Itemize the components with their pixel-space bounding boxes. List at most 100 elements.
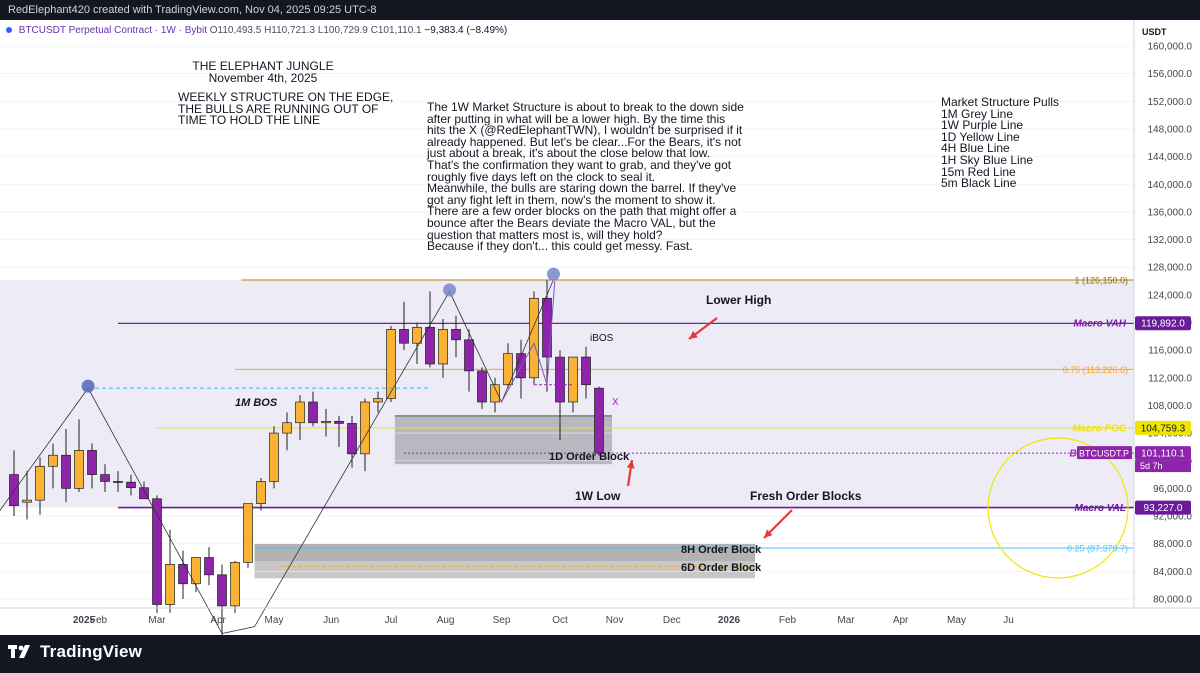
- candle-body: [282, 422, 292, 434]
- arrow-fresh-blocks-head: [764, 529, 773, 538]
- y-tick-label: 84,000.0: [1153, 567, 1192, 578]
- candle-body: [594, 387, 604, 454]
- brand-name: TradingView: [40, 642, 143, 661]
- order-block-1d: [394, 415, 612, 465]
- order-block-6d: [254, 560, 755, 579]
- highlight-circle: [987, 437, 1129, 579]
- candle-body: [581, 356, 591, 386]
- y-tick-label: 148,000.0: [1148, 124, 1193, 135]
- candle-body: [113, 481, 123, 483]
- order-block-8h: [254, 543, 755, 561]
- x-tick-label: Aug: [437, 615, 455, 626]
- candle-body: [126, 481, 136, 489]
- y-tick-label: 156,000.0: [1148, 69, 1193, 80]
- currency-label[interactable]: USDT: [1142, 27, 1167, 37]
- live-dot-icon: [6, 27, 12, 34]
- label-1m-bos: 1M BOS: [235, 397, 278, 409]
- candle-body: [529, 297, 539, 379]
- level-name: Macro POC: [1072, 423, 1127, 434]
- note-title-line1: THE ELEPHANT JUNGLE: [192, 59, 334, 73]
- candle-body: [321, 420, 331, 424]
- candle-body: [347, 423, 357, 455]
- y-tick-label: 96,000.0: [1153, 484, 1192, 495]
- y-tick-label: 116,000.0: [1148, 346, 1192, 357]
- price-tag: [1135, 316, 1191, 331]
- arrow-lower-high-head: [689, 331, 698, 339]
- candle-body: [334, 420, 344, 424]
- y-tick-label: 160,000.0: [1148, 42, 1193, 53]
- x-tick-label: Sep: [493, 615, 511, 626]
- x-tick-label: Ju: [1003, 615, 1014, 626]
- level-name: Macro VAH: [1073, 319, 1126, 330]
- candle-body: [516, 353, 526, 379]
- x-tick-label: 2025: [73, 615, 96, 626]
- candle-body: [204, 557, 214, 576]
- candle-body: [490, 384, 500, 403]
- tradingview-logo[interactable]: TradingView: [8, 642, 142, 662]
- y-tick-label: 152,000.0: [1148, 97, 1193, 108]
- candle-body: [503, 353, 513, 386]
- candle-body: [256, 481, 266, 504]
- candle-body: [35, 465, 45, 501]
- y-tick-label: 92,000.0: [1153, 512, 1192, 523]
- symbol-tag-bg: [1077, 446, 1132, 460]
- y-tick-label: 132,000.0: [1148, 235, 1193, 246]
- note-title-line2: November 4th, 2025: [208, 71, 318, 85]
- candle-body: [451, 329, 461, 341]
- y-tick-label: 108,000.0: [1148, 401, 1193, 412]
- price-tag-countdown: 5d 7h: [1140, 461, 1163, 471]
- y-tick-label: 128,000.0: [1148, 263, 1193, 274]
- x-tick-label: Jul: [385, 615, 398, 626]
- candle-body: [165, 564, 175, 605]
- candle-body: [568, 356, 578, 403]
- premium-zone: [0, 279, 1134, 508]
- label-8h-order-block: 8H Order Block: [681, 544, 762, 556]
- candle-body: [22, 499, 32, 503]
- footer-bar: [0, 635, 1200, 673]
- label-lower-high: Lower High: [706, 293, 771, 307]
- level-name: 0.75 (113,226.6): [1063, 365, 1128, 375]
- chart-svg[interactable]: 1M BOS iBOS X 1D Order Block 8H Order Block 6…: [0, 20, 1200, 635]
- candle-body: [243, 503, 253, 563]
- change-value: −9,383.4 (−8.49%): [424, 25, 508, 36]
- x-tick-label: Oct: [552, 615, 568, 626]
- y-tick-label: 136,000.0: [1148, 207, 1193, 218]
- note-body: The 1W Market Structure is about to brea…: [427, 100, 744, 254]
- candle-body: [425, 326, 435, 365]
- note-subtitle: WEEKLY STRUCTURE ON THE EDGE, THE BULLS …: [178, 90, 394, 128]
- note-legend: Market Structure Pulls 1M Grey Line 1W P…: [941, 95, 1060, 191]
- x-tick-label: Feb: [779, 615, 797, 626]
- candle-body: [100, 474, 110, 482]
- candle-body: [412, 326, 422, 344]
- y-tick-label: 112,000.0: [1148, 373, 1192, 384]
- price-tag: [1135, 500, 1191, 515]
- y-tick-label: 124,000.0: [1148, 290, 1193, 301]
- x-tick-label: Apr: [893, 615, 909, 626]
- x-tick-label: Apr: [210, 615, 226, 626]
- candle-body: [386, 329, 396, 399]
- candle-body: [9, 474, 19, 507]
- candle-body: [230, 562, 240, 607]
- price-tag-value: 104,759.3: [1141, 423, 1186, 434]
- y-tick-label: 88,000.0: [1153, 539, 1192, 550]
- candle-body: [178, 564, 188, 585]
- candle-body: [61, 454, 71, 489]
- label-1d-order-block: 1D Order Block: [549, 451, 630, 463]
- candle-body: [48, 454, 58, 467]
- x-tick-label: May: [947, 615, 966, 626]
- price-tag-value: 119,892.0: [1141, 319, 1185, 330]
- price-tag-countdown-bg: [1135, 460, 1191, 473]
- symbol-name[interactable]: BTCUSDT Perpetual Contract · 1W · Bybit: [18, 25, 207, 36]
- x-tick-label: Dec: [663, 615, 681, 626]
- level-name: 0.25 (87,379.7): [1067, 543, 1128, 553]
- candle-body: [217, 574, 227, 607]
- level-name: 1 (126,150.0): [1074, 275, 1128, 285]
- label-1w-low: 1W Low: [575, 489, 621, 503]
- symbol-header: BTCUSDT Perpetual Contract · 1W · Bybit …: [6, 25, 507, 36]
- y-tick-label: 80,000.0: [1153, 595, 1192, 606]
- price-tag-value: 101,110.1: [1141, 449, 1185, 460]
- x-tick-label: Jun: [323, 615, 339, 626]
- y-tick-label: 140,000.0: [1148, 180, 1193, 191]
- label-6d-order-block: 6D Order Block: [681, 562, 762, 574]
- x-tick-label: Mar: [148, 615, 166, 626]
